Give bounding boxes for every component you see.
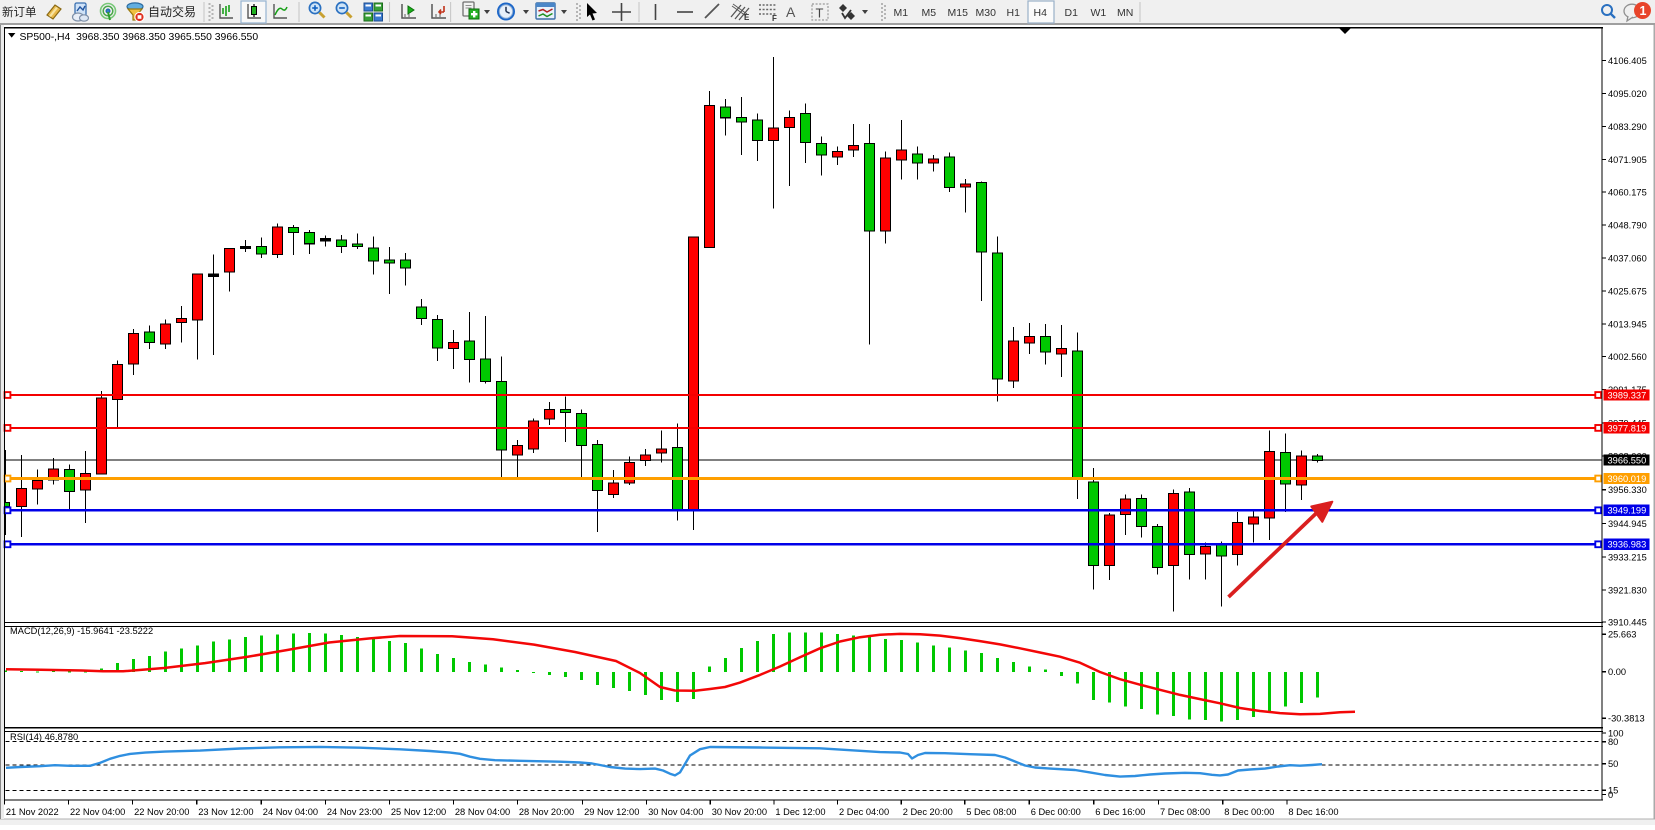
svg-text:30 Nov 04:00: 30 Nov 04:00 bbox=[648, 807, 703, 817]
svg-text:2 Dec 04:00: 2 Dec 04:00 bbox=[839, 807, 889, 817]
svg-text:4013.945: 4013.945 bbox=[1608, 319, 1647, 329]
svg-text:25 Nov 12:00: 25 Nov 12:00 bbox=[391, 807, 446, 817]
svg-text:H4: H4 bbox=[1034, 7, 1048, 19]
svg-text:4002.560: 4002.560 bbox=[1608, 352, 1647, 362]
svg-text:4037.060: 4037.060 bbox=[1608, 253, 1647, 263]
svg-text:M1: M1 bbox=[894, 7, 909, 19]
svg-text:E: E bbox=[744, 13, 750, 22]
svg-text:3966.550: 3966.550 bbox=[1608, 455, 1647, 465]
svg-text:8 Dec 16:00: 8 Dec 16:00 bbox=[1288, 807, 1338, 817]
svg-text:5 Dec 08:00: 5 Dec 08:00 bbox=[966, 807, 1016, 817]
svg-text:29 Nov 12:00: 29 Nov 12:00 bbox=[584, 807, 639, 817]
svg-text:A: A bbox=[786, 4, 796, 20]
svg-text:新订单: 新订单 bbox=[2, 5, 37, 19]
svg-text:22 Nov 20:00: 22 Nov 20:00 bbox=[134, 807, 189, 817]
svg-text:4060.175: 4060.175 bbox=[1608, 187, 1647, 197]
svg-text:4095.020: 4095.020 bbox=[1608, 89, 1647, 99]
svg-text:自动交易: 自动交易 bbox=[148, 4, 196, 19]
svg-text:RSI(14) 46.8780: RSI(14) 46.8780 bbox=[10, 732, 78, 742]
svg-text:22 Nov 04:00: 22 Nov 04:00 bbox=[70, 807, 125, 817]
svg-text:4071.905: 4071.905 bbox=[1608, 155, 1647, 165]
svg-text:SP500-,H4 3968.350 3968.350 3: SP500-,H4 3968.350 3968.350 3965.550 396… bbox=[20, 32, 259, 43]
svg-text:4083.290: 4083.290 bbox=[1608, 122, 1647, 132]
svg-text:MACD(12,26,9) -15.9641 -23.522: MACD(12,26,9) -15.9641 -23.5222 bbox=[10, 626, 153, 636]
svg-text:15: 15 bbox=[1608, 786, 1618, 796]
svg-text:7 Dec 08:00: 7 Dec 08:00 bbox=[1160, 807, 1210, 817]
svg-text:50: 50 bbox=[1608, 759, 1618, 769]
svg-text:80: 80 bbox=[1608, 737, 1618, 747]
svg-text:MN: MN bbox=[1117, 7, 1133, 19]
svg-text:W1: W1 bbox=[1091, 7, 1107, 19]
svg-text:3910.445: 3910.445 bbox=[1608, 617, 1647, 627]
svg-text:4106.405: 4106.405 bbox=[1608, 56, 1647, 66]
svg-text:100: 100 bbox=[1608, 729, 1624, 739]
svg-text:8 Dec 00:00: 8 Dec 00:00 bbox=[1224, 807, 1274, 817]
svg-text:1: 1 bbox=[1640, 4, 1647, 18]
svg-text:3944.945: 3944.945 bbox=[1608, 519, 1647, 529]
svg-text:3933.215: 3933.215 bbox=[1608, 552, 1647, 562]
svg-text:23 Nov 12:00: 23 Nov 12:00 bbox=[198, 807, 253, 817]
svg-text:24 Nov 04:00: 24 Nov 04:00 bbox=[263, 807, 318, 817]
svg-text:21 Nov 2022: 21 Nov 2022 bbox=[6, 807, 59, 817]
svg-text:1 Dec 12:00: 1 Dec 12:00 bbox=[775, 807, 825, 817]
svg-text:F: F bbox=[772, 14, 777, 23]
svg-text:0.00: 0.00 bbox=[1608, 667, 1626, 677]
svg-text:6 Dec 16:00: 6 Dec 16:00 bbox=[1095, 807, 1145, 817]
svg-text:2 Dec 20:00: 2 Dec 20:00 bbox=[903, 807, 953, 817]
svg-text:D1: D1 bbox=[1065, 7, 1079, 19]
svg-text:3989.337: 3989.337 bbox=[1608, 390, 1647, 400]
svg-text:28 Nov 20:00: 28 Nov 20:00 bbox=[519, 807, 574, 817]
svg-text:0: 0 bbox=[1608, 790, 1613, 800]
svg-text:3960.019: 3960.019 bbox=[1608, 474, 1647, 484]
svg-text:25.663: 25.663 bbox=[1608, 630, 1636, 640]
svg-text:24 Nov 23:00: 24 Nov 23:00 bbox=[327, 807, 382, 817]
svg-text:M30: M30 bbox=[976, 7, 997, 19]
svg-text:H1: H1 bbox=[1007, 7, 1021, 19]
svg-text:-30.3813: -30.3813 bbox=[1608, 714, 1645, 724]
svg-text:M15: M15 bbox=[948, 7, 969, 19]
svg-text:3956.330: 3956.330 bbox=[1608, 485, 1647, 495]
svg-text:4025.675: 4025.675 bbox=[1608, 286, 1647, 296]
svg-text:3949.199: 3949.199 bbox=[1608, 506, 1647, 516]
svg-text:M5: M5 bbox=[922, 7, 937, 19]
svg-text:28 Nov 04:00: 28 Nov 04:00 bbox=[455, 807, 510, 817]
svg-text:T: T bbox=[816, 6, 824, 21]
svg-text:3936.983: 3936.983 bbox=[1608, 540, 1647, 550]
svg-text:6 Dec 00:00: 6 Dec 00:00 bbox=[1031, 807, 1081, 817]
svg-text:4048.790: 4048.790 bbox=[1608, 220, 1647, 230]
svg-text:30 Nov 20:00: 30 Nov 20:00 bbox=[712, 807, 767, 817]
svg-text:3921.830: 3921.830 bbox=[1608, 585, 1647, 595]
svg-text:3977.819: 3977.819 bbox=[1608, 423, 1647, 433]
